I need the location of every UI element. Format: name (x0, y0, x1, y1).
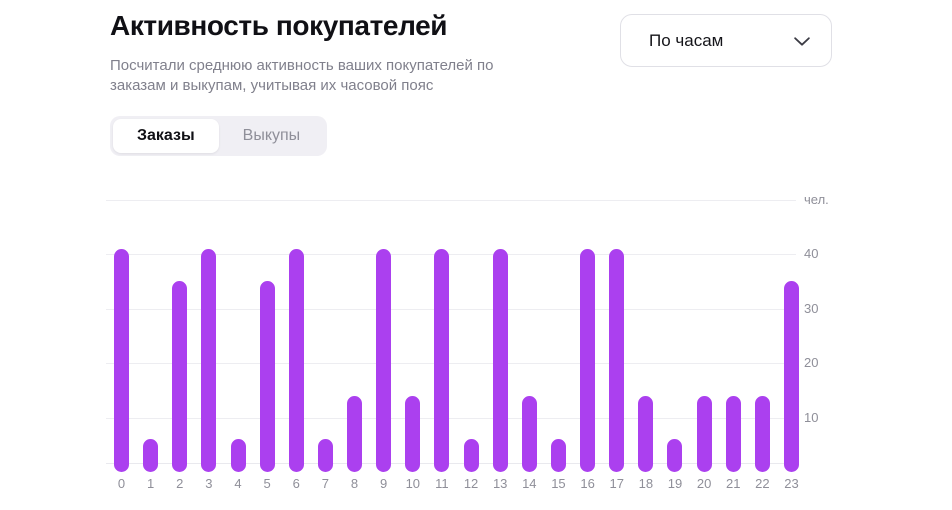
y-axis-tick-label: 30 (804, 300, 819, 316)
x-axis-tick-label: 22 (755, 476, 770, 491)
gridline-20 (106, 363, 796, 364)
bar-hour-21[interactable] (725, 395, 741, 472)
bar-hour-0[interactable] (114, 248, 129, 472)
bar-hour-5[interactable] (259, 281, 275, 472)
bar-hour-6[interactable] (288, 248, 304, 472)
x-axis-tick-label: 12 (463, 476, 479, 491)
x-axis-tick-label: 17 (609, 476, 624, 491)
bar-hour-1[interactable] (143, 439, 159, 472)
bar-hour-13[interactable] (492, 248, 508, 472)
period-dropdown-value: По часам (649, 30, 724, 50)
period-dropdown[interactable]: По часам (620, 14, 832, 67)
chart-plot (106, 198, 799, 472)
x-axis-tick-label: 2 (176, 476, 184, 491)
bar-hour-2[interactable] (172, 281, 188, 472)
x-axis-tick-label: 9 (380, 476, 388, 491)
page-title: Активность покупателей (110, 10, 448, 41)
x-axis-tick-label: 19 (667, 476, 683, 491)
bar-hour-7[interactable] (317, 439, 333, 472)
y-axis-tick-label: 40 (804, 246, 819, 261)
chevron-down-icon (794, 36, 810, 46)
bar-hour-15[interactable] (550, 439, 566, 472)
gridline-30 (106, 308, 796, 310)
subtitle-line-1: Посчитали среднюю активность ваших покуп… (110, 57, 494, 74)
bar-hour-9[interactable] (376, 248, 392, 472)
activity-bar-chart: чел. 40 30 20 10 0 1 2 3 4 5 6 7 8 9 10 11 12 13 14 15 16 17 18… (106, 192, 852, 498)
bar-hour-19[interactable] (667, 439, 683, 472)
x-axis-line (106, 463, 796, 464)
x-axis-tick-label: 6 (292, 476, 300, 491)
bar-hour-22[interactable] (754, 395, 770, 472)
x-axis-tick-label: 4 (234, 476, 242, 491)
x-axis-tick-label: 15 (551, 476, 566, 491)
x-axis-tick-label: 20 (696, 476, 712, 491)
x-axis-tick-label: 23 (784, 476, 799, 491)
x-axis-tick-label: 13 (492, 476, 508, 491)
x-axis-tick-label: 16 (580, 476, 595, 491)
subtitle-line-2: заказам и выкупам, учитывая их часовой п… (110, 77, 434, 94)
bar-hour-12[interactable] (463, 439, 479, 472)
bar-hour-3[interactable] (201, 248, 217, 472)
bar-hour-20[interactable] (696, 395, 712, 472)
gridline-10 (106, 417, 796, 419)
page-subtitle: Посчитали среднюю активность ваших покуп… (110, 56, 560, 96)
bar-hour-10[interactable] (405, 395, 421, 472)
x-axis-tick-label: 1 (147, 476, 155, 491)
gridline-40 (106, 254, 796, 255)
x-axis-tick-label: 3 (205, 476, 213, 491)
bar-hour-11[interactable] (434, 248, 450, 472)
y-axis-unit-label: чел. (804, 191, 829, 207)
bar-hour-4[interactable] (230, 439, 246, 472)
x-axis-tick-label: 18 (638, 476, 654, 491)
x-axis-tick-label: 0 (117, 476, 126, 491)
x-axis-tick-label: 21 (725, 476, 741, 491)
gridline-50 (106, 199, 796, 201)
x-axis-tick-label: 14 (522, 476, 537, 491)
bar-hour-17[interactable] (609, 248, 625, 472)
tab-orders[interactable]: Заказы (113, 119, 219, 153)
bar-hour-14[interactable] (521, 395, 537, 472)
y-axis-tick-label: 10 (804, 409, 819, 425)
y-axis-tick-label: 20 (804, 355, 819, 370)
bar-hour-16[interactable] (580, 248, 596, 472)
bar-hour-8[interactable] (347, 395, 363, 472)
x-axis-tick-label: 5 (263, 476, 271, 491)
tab-switcher: Заказы Выкупы (110, 116, 328, 156)
x-axis-tick-label: 7 (321, 476, 330, 491)
bar-hour-23[interactable] (783, 281, 799, 472)
x-axis-tick-label: 10 (405, 476, 421, 491)
x-axis-tick-label: 8 (350, 476, 359, 491)
x-axis-tick-label: 11 (435, 476, 449, 491)
tab-buyouts[interactable]: Выкупы (242, 127, 301, 144)
bar-hour-18[interactable] (638, 395, 654, 472)
